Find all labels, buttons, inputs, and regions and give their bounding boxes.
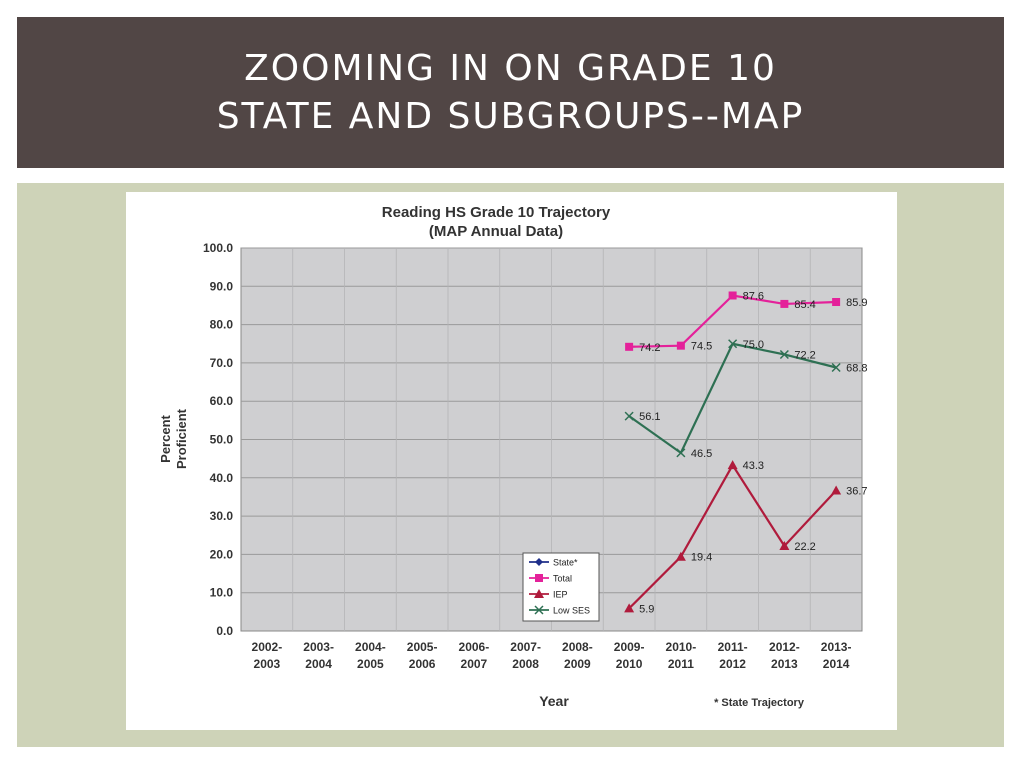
y-tick-label: 70.0 bbox=[210, 356, 234, 370]
y-tick-label: 10.0 bbox=[210, 586, 234, 600]
data-label-iep: 5.9 bbox=[639, 603, 654, 615]
y-tick-label: 0.0 bbox=[216, 624, 233, 638]
data-label-iep: 43.3 bbox=[743, 460, 764, 472]
x-tick-label: 2013- bbox=[821, 640, 852, 654]
y-tick-label: 60.0 bbox=[210, 394, 234, 408]
x-tick-label: 2013 bbox=[771, 657, 798, 671]
data-point-total bbox=[625, 342, 634, 351]
legend-marker-total bbox=[535, 574, 543, 582]
x-tick-label: 2012- bbox=[769, 640, 800, 654]
x-tick-label: 2008- bbox=[562, 640, 593, 654]
legend-entry-low-ses: Low SES bbox=[553, 606, 590, 616]
data-label-low-ses: 72.2 bbox=[794, 349, 815, 361]
y-tick-label: 50.0 bbox=[210, 433, 234, 447]
legend-marker-state bbox=[535, 558, 543, 566]
slide-title-line-1: ZOOMING IN ON GRADE 10 bbox=[244, 47, 777, 89]
x-tick-label: 2005 bbox=[357, 657, 384, 671]
chart-title: Reading HS Grade 10 Trajectory bbox=[382, 204, 611, 221]
chart-frame: Reading HS Grade 10 Trajectory (MAP Annu… bbox=[126, 192, 897, 730]
data-point-iep bbox=[675, 551, 686, 561]
x-tick-label: 2006- bbox=[459, 640, 490, 654]
y-tick-label: 40.0 bbox=[210, 471, 234, 485]
x-tick-label: 2007- bbox=[510, 640, 541, 654]
x-tick-label: 2004 bbox=[305, 657, 332, 671]
data-point-iep bbox=[727, 460, 738, 470]
legend-entry-total: Total bbox=[553, 574, 572, 584]
y-tick-label: 90.0 bbox=[210, 279, 234, 293]
legend: State* Total IEP Low SES bbox=[522, 552, 600, 622]
x-tick-label: 2003- bbox=[303, 640, 334, 654]
data-label-low-ses: 46.5 bbox=[691, 448, 712, 460]
data-point-total bbox=[780, 299, 789, 308]
x-tick-label: 2006 bbox=[409, 657, 436, 671]
legend-entry-state: State* bbox=[553, 558, 578, 568]
data-label-low-ses: 75.0 bbox=[743, 339, 764, 351]
y-tick-label: 20.0 bbox=[210, 547, 234, 561]
x-tick-label: 2009- bbox=[614, 640, 645, 654]
x-tick-label: 2011 bbox=[668, 657, 694, 671]
x-tick-label: 2003 bbox=[254, 657, 281, 671]
x-tick-label: 2005- bbox=[407, 640, 438, 654]
data-label-low-ses: 56.1 bbox=[639, 411, 660, 423]
y-tick-label: 80.0 bbox=[210, 318, 234, 332]
data-label-iep: 22.2 bbox=[794, 541, 815, 553]
y-axis-label-line-2: Proficient bbox=[174, 408, 189, 469]
series-iep: 5.9 19.4 43.3 22.2 36.7 bbox=[624, 460, 868, 615]
data-point-total bbox=[832, 298, 841, 307]
data-label-iep: 36.7 bbox=[846, 485, 867, 497]
x-tick-label: 2008 bbox=[512, 657, 539, 671]
data-point-iep bbox=[831, 485, 842, 495]
data-point-iep bbox=[779, 540, 790, 550]
data-label-iep: 19.4 bbox=[691, 552, 712, 564]
data-label-total: 85.9 bbox=[846, 297, 867, 309]
data-point-iep bbox=[624, 603, 635, 613]
legend-entry-iep: IEP bbox=[553, 590, 568, 600]
x-tick-label: 2012 bbox=[719, 657, 746, 671]
data-point-low-ses bbox=[728, 339, 738, 349]
data-label-total: 74.2 bbox=[639, 342, 660, 354]
data-point-total bbox=[676, 341, 685, 350]
data-label-low-ses: 68.8 bbox=[846, 362, 867, 374]
data-point-low-ses bbox=[779, 349, 789, 360]
line-chart: Reading HS Grade 10 Trajectory (MAP Annu… bbox=[158, 204, 868, 709]
legend-marker-low-ses bbox=[534, 605, 544, 615]
data-label-total: 74.5 bbox=[691, 341, 712, 353]
x-axis-label: Year bbox=[539, 693, 569, 709]
data-point-low-ses bbox=[676, 448, 686, 458]
x-tick-label: 2009 bbox=[564, 657, 591, 671]
x-tick-label: 2010 bbox=[616, 657, 643, 671]
data-point-low-ses bbox=[831, 362, 841, 373]
x-tick-label: 2007 bbox=[461, 657, 488, 671]
x-tick-label: 2011- bbox=[718, 640, 748, 654]
chart-subtitle: (MAP Annual Data) bbox=[429, 223, 563, 240]
y-tick-label: 100.0 bbox=[203, 241, 233, 255]
data-point-low-ses bbox=[624, 411, 634, 421]
series-low-ses: 56.1 46.5 75.0 72.2 68.8 bbox=[624, 339, 868, 460]
x-tick-label: 2002- bbox=[252, 640, 283, 654]
data-point-total bbox=[728, 291, 737, 300]
data-label-total: 85.4 bbox=[794, 299, 815, 311]
y-tick-label: 30.0 bbox=[210, 509, 234, 523]
footnote: * State Trajectory bbox=[714, 697, 805, 709]
data-label-total: 87.6 bbox=[743, 290, 764, 302]
legend-marker-iep bbox=[534, 589, 544, 598]
x-tick-label: 2004- bbox=[355, 640, 386, 654]
slide-title-line-2: STATE AND SUBGROUPS--MAP bbox=[216, 95, 805, 137]
y-axis-label-line-1: Percent bbox=[158, 414, 173, 462]
x-tick-label: 2010- bbox=[666, 640, 697, 654]
series-total: 74.2 74.5 87.6 85.4 85.9 bbox=[625, 290, 868, 354]
x-tick-label: 2014 bbox=[823, 657, 850, 671]
slide-title-bar: ZOOMING IN ON GRADE 10 STATE AND SUBGROU… bbox=[17, 17, 1004, 168]
